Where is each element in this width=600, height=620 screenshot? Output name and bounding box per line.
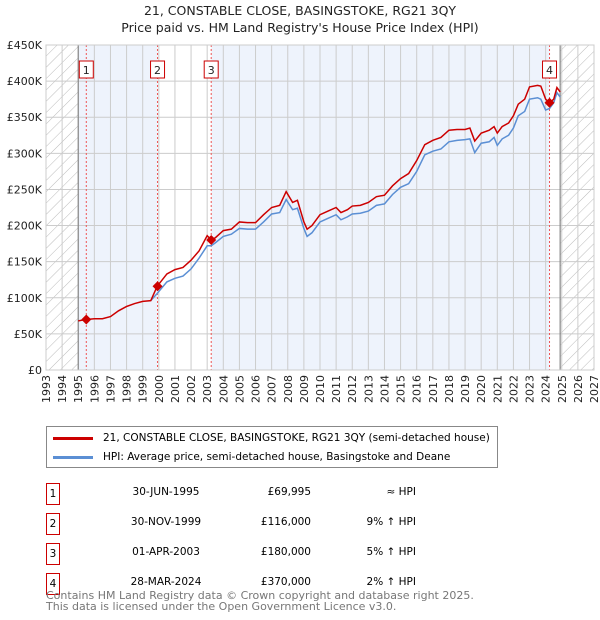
y-tick-label: £400K — [7, 75, 43, 88]
transaction-price: £180,000 — [260, 546, 311, 558]
transaction-date: 30-NOV-1999 — [130, 516, 202, 528]
transaction-hpi-comparison: 2% ↑ HPI — [366, 576, 416, 588]
x-tick-label: 2024 — [540, 375, 553, 403]
y-tick-label: £100K — [7, 292, 43, 305]
x-tick-label: 2012 — [346, 375, 359, 403]
transaction-date: 30-JUN-1995 — [132, 486, 200, 498]
no-data-hatch — [560, 45, 594, 370]
sale-label-border — [78, 60, 94, 79]
transaction-hpi-comparison: 9% ↑ HPI — [366, 516, 416, 528]
x-tick-label: 2013 — [362, 375, 375, 403]
footer-licence: This data is licensed under the Open Gov… — [46, 600, 397, 613]
legend-swatch-blue — [53, 455, 93, 459]
sale-label: 2 — [154, 64, 161, 77]
sale-label: 1 — [83, 64, 90, 77]
legend-label: 21, CONSTABLE CLOSE, BASINGSTOKE, RG21 3… — [103, 432, 490, 444]
chart-subtitle: Price paid vs. HM Land Registry's House … — [121, 20, 479, 35]
sale-label: 4 — [546, 64, 553, 77]
y-tick-label: £300K — [7, 147, 43, 160]
plot-border — [45, 44, 595, 371]
transaction-price: £370,000 — [260, 576, 311, 588]
hpi-line — [150, 91, 561, 302]
chart-legend: 21, CONSTABLE CLOSE, BASINGSTOKE, RG21 3… — [46, 426, 498, 468]
legend-item-hpi: HPI: Average price, semi-detached house,… — [53, 449, 450, 465]
x-tick-label: 2014 — [378, 375, 391, 403]
x-tick-label: 2005 — [233, 375, 246, 403]
x-tick-label: 2015 — [395, 375, 408, 403]
transaction-number: 3 — [46, 543, 60, 565]
sale-point-marker — [152, 281, 163, 292]
sale-label-box: 1 — [78, 60, 94, 79]
x-tick-label: 1993 — [40, 375, 53, 403]
x-tick-label: 2010 — [314, 375, 327, 403]
sale-point-marker — [81, 314, 92, 325]
sale-point-marker — [544, 97, 555, 108]
sale-label-box: 4 — [542, 60, 558, 79]
x-tick-label: 2008 — [282, 375, 295, 403]
x-tick-label: 1996 — [88, 375, 101, 403]
legend-swatch-red — [53, 436, 93, 440]
x-tick-label: 2002 — [185, 375, 198, 403]
x-tick-label: 2011 — [330, 375, 343, 403]
sale-label: 3 — [208, 64, 215, 77]
x-tick-label: 1995 — [72, 375, 85, 403]
legend-item-property: 21, CONSTABLE CLOSE, BASINGSTOKE, RG21 3… — [53, 430, 490, 446]
x-tick-label: 2016 — [411, 375, 424, 403]
transaction-price: £69,995 — [267, 486, 311, 498]
x-tick-label: 2000 — [153, 375, 166, 403]
x-tick-label: 2025 — [556, 375, 569, 403]
x-tick-label: 2027 — [588, 375, 600, 403]
sale-label-border — [203, 60, 219, 79]
legend-label: HPI: Average price, semi-detached house,… — [103, 451, 451, 463]
x-tick-label: 1998 — [121, 375, 134, 403]
x-tick-label: 2017 — [427, 375, 440, 403]
property-price-line — [78, 84, 561, 322]
x-tick-label: 1999 — [137, 375, 150, 403]
transaction-hpi-comparison: ≈ HPI — [386, 486, 416, 498]
transaction-price: £116,000 — [260, 516, 311, 528]
sale-label-box: 2 — [150, 60, 166, 79]
x-tick-label: 2004 — [217, 375, 230, 403]
x-tick-label: 2022 — [507, 375, 520, 403]
sale-label-border — [150, 60, 166, 79]
x-tick-label: 2001 — [169, 375, 182, 403]
x-tick-label: 1994 — [56, 375, 69, 403]
x-tick-label: 2023 — [524, 375, 537, 403]
footer-copyright: Contains HM Land Registry data © Crown c… — [46, 589, 474, 602]
transaction-hpi-comparison: 5% ↑ HPI — [366, 546, 416, 558]
sale-label-box: 3 — [203, 60, 219, 79]
chart-title: 21, CONSTABLE CLOSE, BASINGSTOKE, RG21 3… — [143, 3, 457, 18]
sale-label-border — [542, 60, 558, 79]
transaction-date: 01-APR-2003 — [132, 546, 200, 558]
y-tick-label: £350K — [7, 111, 43, 124]
price-chart: 1993 1994 1995 1996 1997 1998 1999 2000 2001 2002… — [7, 39, 600, 403]
y-tick-label: £0 — [28, 364, 42, 377]
transaction-number: 1 — [46, 483, 60, 505]
x-tick-label: 2009 — [298, 375, 311, 403]
x-tick-label: 2020 — [475, 375, 488, 403]
y-tick-label: £250K — [7, 183, 43, 196]
x-tick-label: 2006 — [250, 375, 263, 403]
x-tick-label: 2007 — [266, 375, 279, 403]
x-tick-label: 2021 — [491, 375, 504, 403]
ownership-shade — [211, 45, 550, 370]
transaction-number: 4 — [46, 573, 60, 595]
y-tick-label: £50K — [14, 328, 43, 341]
x-tick-label: 2003 — [201, 375, 214, 403]
x-tick-label: 1997 — [104, 375, 117, 403]
y-tick-label: £450K — [7, 39, 43, 52]
transaction-number: 2 — [46, 513, 60, 535]
y-tick-label: £200K — [7, 220, 43, 233]
x-tick-label: 2018 — [443, 375, 456, 403]
ownership-shade — [78, 45, 158, 370]
x-tick-label: 2026 — [572, 375, 585, 403]
y-tick-label: £150K — [7, 256, 43, 269]
x-tick-label: 2019 — [459, 375, 472, 403]
transaction-date: 28-MAR-2024 — [130, 576, 202, 588]
sale-point-marker — [206, 235, 217, 245]
